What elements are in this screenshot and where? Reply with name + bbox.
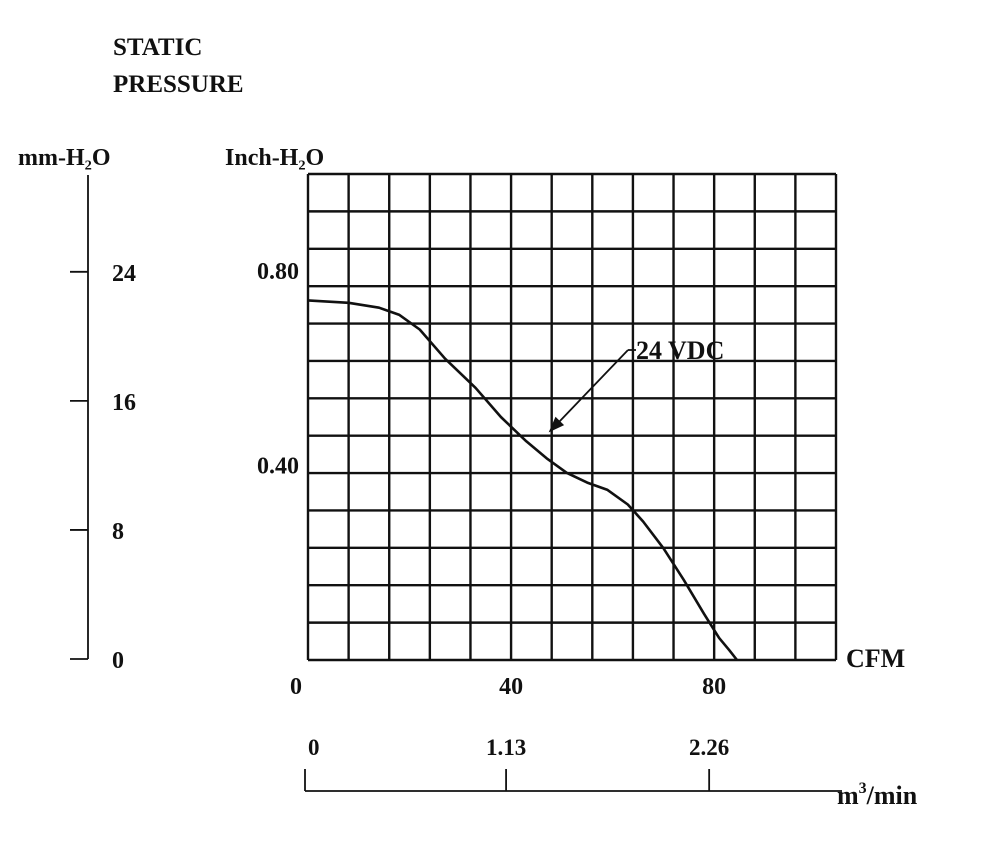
cfm-tick-label: 40: [499, 674, 523, 700]
inch-h2o-axis-label: Inch-H₂O: [225, 145, 324, 171]
inch-tick-label: 0.40: [257, 454, 299, 480]
series-label-24vdc: 24 VDC: [636, 336, 724, 365]
mm-tick-label: 0: [112, 648, 124, 674]
cfm-tick-labels: 0 40 80: [290, 674, 726, 700]
cfm-axis-label: CFM: [846, 644, 905, 673]
mm-h2o-axis-label: mm-H₂O: [18, 145, 111, 171]
m3-unit-superscript: 3: [859, 780, 867, 797]
cfm-tick-label: 80: [702, 674, 726, 700]
annotation-leader-line: [554, 349, 629, 428]
series-line-24vdc: [307, 299, 739, 661]
inch-h2o-tick-labels: 0.40 0.80: [257, 259, 299, 479]
annotation-group: 24 VDC: [548, 336, 724, 433]
cfm-tick-label: 0: [290, 674, 302, 700]
series-group: [307, 299, 739, 661]
mm-h2o-axis: 0 8 16 24: [70, 175, 136, 674]
annotation-arrowhead: [548, 416, 565, 433]
mm-tick-label: 16: [112, 390, 136, 416]
m3-unit-base: m: [837, 781, 859, 810]
m3-per-min-axis-label: m3/min: [837, 780, 918, 810]
m3-tick-label: 1.13: [486, 735, 526, 760]
inch-tick-label: 0.80: [257, 259, 299, 285]
mm-tick-label: 8: [112, 519, 124, 545]
mm-tick-label: 24: [112, 261, 136, 287]
chart-grid: [306, 172, 838, 662]
m3-tick-label: 2.26: [689, 735, 729, 760]
title-line-2: PRESSURE: [113, 71, 244, 98]
m3-unit-rest: /min: [866, 781, 918, 810]
m3-tick-label: 0: [308, 735, 320, 760]
m3-per-min-axis: 0 1.13 2.26: [304, 735, 842, 792]
title-line-1: STATIC: [113, 34, 202, 61]
